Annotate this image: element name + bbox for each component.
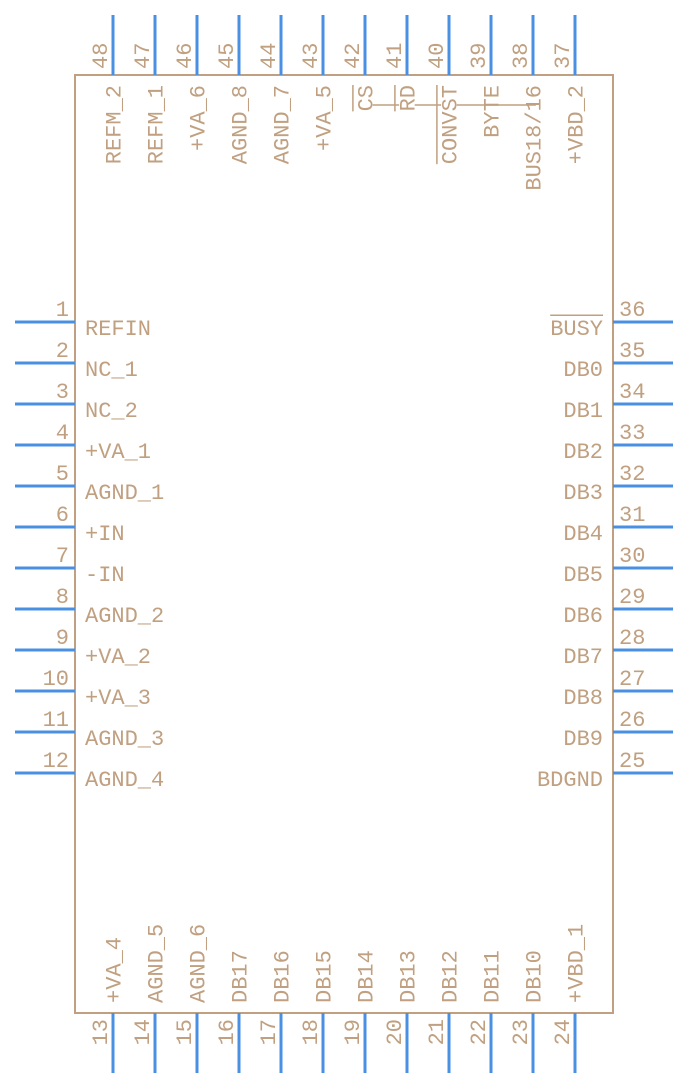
pin-number: 5	[56, 462, 69, 487]
pin-number: 29	[619, 585, 645, 610]
pin-number: 19	[341, 1019, 366, 1045]
pin-number: 9	[56, 626, 69, 651]
pin-label: DB4	[563, 522, 603, 547]
pin-number: 15	[173, 1019, 198, 1045]
pin-number: 25	[619, 749, 645, 774]
pin-label: BUS18/16	[523, 85, 548, 191]
pin-label: DB16	[271, 950, 296, 1003]
pin-label: RD	[397, 85, 422, 111]
pin-label: DB2	[563, 440, 603, 465]
pin-label: +VA_6	[187, 85, 212, 151]
pin-label: +VA_1	[85, 440, 151, 465]
pin-label: DB12	[439, 950, 464, 1003]
pin-label: NC_1	[85, 358, 138, 383]
pin-number: 36	[619, 298, 645, 323]
pin-label: BUSY	[550, 317, 603, 342]
pin-number: 10	[43, 667, 69, 692]
pin-label: AGND_7	[271, 85, 296, 164]
pin-label: +VBD_1	[565, 924, 590, 1003]
pin-label: CONVST	[439, 85, 464, 164]
pin-label: DB15	[313, 950, 338, 1003]
pin-number: 12	[43, 749, 69, 774]
pin-number: 41	[383, 43, 408, 69]
ic-pinout-diagram: 1 REFIN 2 NC_1 3 NC_2 4 +VA_1 5 AGND_1 6 +IN 7 -IN 8 AG…	[0, 0, 688, 1088]
pin-number: 8	[56, 585, 69, 610]
pin-number: 44	[257, 43, 282, 69]
pin-number: 32	[619, 462, 645, 487]
pin-number: 35	[619, 339, 645, 364]
pin-label: +VA_5	[313, 85, 338, 151]
pin-label: -IN	[85, 563, 125, 588]
pin-number: 30	[619, 544, 645, 569]
pin-label: BDGND	[537, 768, 603, 793]
pin-number: 20	[383, 1019, 408, 1045]
pin-number: 33	[619, 421, 645, 446]
pin-number: 46	[173, 43, 198, 69]
chip-body	[75, 75, 613, 1013]
pin-label: AGND_8	[229, 85, 254, 164]
pin-label: AGND_4	[85, 768, 164, 793]
pin-number: 7	[56, 544, 69, 569]
pin-number: 18	[299, 1019, 324, 1045]
pin-number: 26	[619, 708, 645, 733]
pin-label: +IN	[85, 522, 125, 547]
pin-number: 14	[131, 1019, 156, 1045]
pin-number: 42	[341, 43, 366, 69]
pin-label: AGND_1	[85, 481, 164, 506]
pin-number: 22	[467, 1019, 492, 1045]
pin-label: DB0	[563, 358, 603, 383]
pin-label: +VA_4	[103, 937, 128, 1003]
pin-label: DB10	[523, 950, 548, 1003]
pin-number: 34	[619, 380, 645, 405]
pin-label: +VA_3	[85, 686, 151, 711]
pin-label: DB1	[563, 399, 603, 424]
pin-number: 1	[56, 298, 69, 323]
pin-label: DB11	[481, 950, 506, 1003]
pin-label: REFM_2	[103, 85, 128, 164]
pin-number: 43	[299, 43, 324, 69]
pin-number: 27	[619, 667, 645, 692]
pin-number: 40	[425, 43, 450, 69]
pin-label: AGND_2	[85, 604, 164, 629]
pin-label: AGND_5	[145, 924, 170, 1003]
pin-number: 3	[56, 380, 69, 405]
pin-number: 31	[619, 503, 645, 528]
pin-number: 11	[43, 708, 69, 733]
pin-number: 2	[56, 339, 69, 364]
pin-label: DB8	[563, 686, 603, 711]
pin-label: DB3	[563, 481, 603, 506]
pin-label: REFM_1	[145, 85, 170, 164]
pin-number: 37	[551, 43, 576, 69]
pin-number: 6	[56, 503, 69, 528]
pin-number: 38	[509, 43, 534, 69]
pin-number: 48	[89, 43, 114, 69]
pin-label: DB9	[563, 727, 603, 752]
pin-number: 23	[509, 1019, 534, 1045]
pin-number: 13	[89, 1019, 114, 1045]
pin-label: DB14	[355, 950, 380, 1003]
pin-number: 24	[551, 1019, 576, 1045]
pin-label: NC_2	[85, 399, 138, 424]
pin-label: +VA_2	[85, 645, 151, 670]
pin-number: 21	[425, 1019, 450, 1045]
pin-label: DB13	[397, 950, 422, 1003]
pin-number: 47	[131, 43, 156, 69]
pin-label: REFIN	[85, 317, 151, 342]
pin-number: 16	[215, 1019, 240, 1045]
pin-label: CS	[355, 85, 380, 111]
pin-label: AGND_3	[85, 727, 164, 752]
pin-label: DB6	[563, 604, 603, 629]
pin-label: DB5	[563, 563, 603, 588]
pin-label: BYTE	[481, 85, 506, 138]
pin-label: AGND_6	[187, 924, 212, 1003]
pin-label: +VBD_2	[565, 85, 590, 164]
pin-number: 17	[257, 1019, 282, 1045]
pin-number: 4	[56, 421, 69, 446]
pin-number: 28	[619, 626, 645, 651]
pin-label: DB17	[229, 950, 254, 1003]
pin-label: DB7	[563, 645, 603, 670]
pin-number: 39	[467, 43, 492, 69]
pin-number: 45	[215, 43, 240, 69]
